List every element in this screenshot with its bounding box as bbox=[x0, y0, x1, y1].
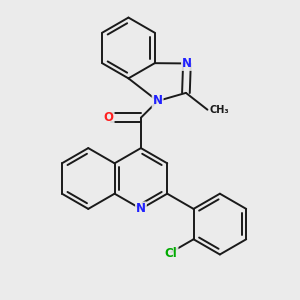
Text: N: N bbox=[136, 202, 146, 215]
Text: O: O bbox=[103, 111, 114, 124]
Text: CH₃: CH₃ bbox=[209, 105, 229, 115]
Text: Cl: Cl bbox=[165, 247, 178, 260]
Text: N: N bbox=[182, 57, 192, 70]
Text: N: N bbox=[153, 94, 163, 107]
